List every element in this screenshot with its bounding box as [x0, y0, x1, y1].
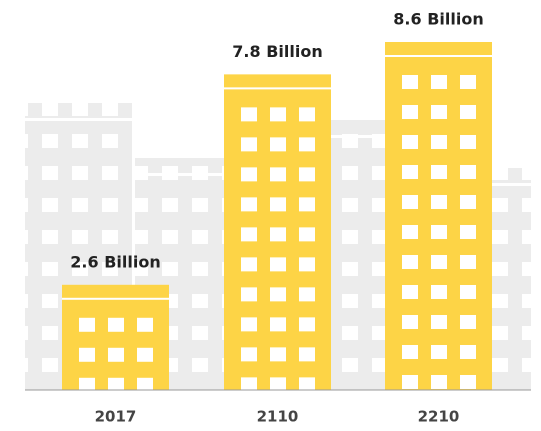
- window: [270, 287, 286, 302]
- window: [431, 345, 447, 359]
- window: [299, 167, 315, 182]
- window: [402, 285, 418, 299]
- window: [241, 257, 257, 272]
- window: [402, 375, 418, 389]
- roof-line: [62, 297, 169, 300]
- window: [460, 135, 476, 149]
- roof-line: [385, 55, 492, 57]
- window: [137, 347, 153, 362]
- window: [241, 377, 257, 390]
- window: [270, 197, 286, 212]
- window: [270, 347, 286, 362]
- x-tick-label: 2210: [418, 408, 460, 426]
- window: [299, 257, 315, 272]
- window: [402, 195, 418, 209]
- window: [460, 375, 476, 389]
- window: [402, 345, 418, 359]
- window: [402, 75, 418, 89]
- window: [431, 165, 447, 179]
- window: [431, 75, 447, 89]
- window: [241, 197, 257, 212]
- window: [431, 105, 447, 119]
- window: [431, 285, 447, 299]
- window: [402, 315, 418, 329]
- window: [270, 257, 286, 272]
- window: [402, 165, 418, 179]
- bar: [385, 42, 492, 390]
- value-label: 7.8 Billion: [232, 42, 322, 61]
- window: [79, 347, 95, 362]
- window: [270, 377, 286, 390]
- bars: [62, 42, 492, 390]
- value-label: 2.6 Billion: [70, 252, 160, 271]
- window: [137, 377, 153, 390]
- window: [431, 375, 447, 389]
- window: [108, 347, 124, 362]
- window: [299, 347, 315, 362]
- window: [108, 317, 124, 332]
- window: [270, 317, 286, 332]
- window: [431, 195, 447, 209]
- x-tick-label: 2017: [95, 408, 137, 426]
- roof-line: [224, 87, 331, 90]
- window: [299, 197, 315, 212]
- window: [402, 135, 418, 149]
- window: [460, 105, 476, 119]
- window: [299, 377, 315, 390]
- window: [431, 255, 447, 269]
- window: [431, 135, 447, 149]
- window: [460, 345, 476, 359]
- window: [460, 75, 476, 89]
- window: [431, 225, 447, 239]
- window: [402, 255, 418, 269]
- window: [460, 225, 476, 239]
- window: [79, 377, 95, 390]
- window: [402, 105, 418, 119]
- window: [241, 167, 257, 182]
- value-label: 8.6 Billion: [393, 10, 483, 29]
- window: [241, 317, 257, 332]
- window: [460, 165, 476, 179]
- window: [299, 107, 315, 122]
- window: [299, 317, 315, 332]
- window: [241, 287, 257, 302]
- x-tick-label: 2110: [257, 408, 299, 426]
- window: [299, 137, 315, 152]
- window: [108, 377, 124, 390]
- window: [270, 167, 286, 182]
- window: [241, 347, 257, 362]
- window: [299, 287, 315, 302]
- window: [460, 315, 476, 329]
- window: [460, 255, 476, 269]
- window: [299, 227, 315, 242]
- window: [460, 285, 476, 299]
- window: [241, 227, 257, 242]
- window: [137, 317, 153, 332]
- window: [241, 137, 257, 152]
- window: [241, 107, 257, 122]
- window: [402, 225, 418, 239]
- window: [270, 137, 286, 152]
- bar: [62, 284, 169, 390]
- window: [79, 317, 95, 332]
- window: [431, 315, 447, 329]
- window: [270, 107, 286, 122]
- window: [460, 195, 476, 209]
- window: [270, 227, 286, 242]
